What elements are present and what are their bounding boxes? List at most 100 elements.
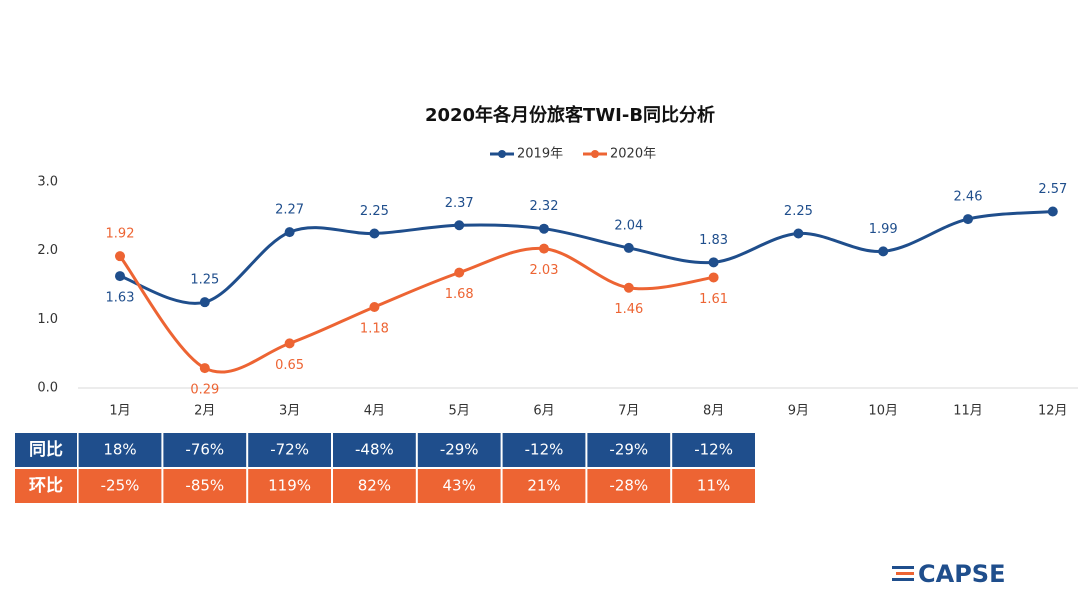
x-tick-label: 4月 bbox=[364, 404, 385, 419]
point bbox=[1047, 206, 1058, 217]
x-tick-label: 3月 bbox=[279, 404, 300, 419]
data-label: 1.99 bbox=[869, 222, 898, 237]
legend-label: 2020年 bbox=[610, 147, 656, 162]
point bbox=[708, 272, 719, 283]
cell-text: 119% bbox=[268, 477, 311, 495]
row-header bbox=[15, 433, 77, 467]
x-tick-label: 11月 bbox=[953, 404, 983, 419]
point bbox=[963, 214, 973, 225]
table-cell bbox=[78, 469, 162, 503]
point bbox=[539, 243, 549, 254]
data-label: 2.46 bbox=[954, 190, 983, 205]
x-tick-label: 7月 bbox=[618, 404, 639, 419]
legend-label: 2019年 bbox=[517, 147, 563, 162]
row-header bbox=[15, 469, 77, 503]
point bbox=[199, 297, 210, 308]
cell-text: -29% bbox=[609, 441, 648, 459]
data-label: 0.65 bbox=[275, 358, 304, 373]
cell-text: -29% bbox=[440, 441, 479, 459]
cell-text: -12% bbox=[694, 441, 733, 459]
cell-text: -28% bbox=[609, 477, 648, 495]
cell-text: 82% bbox=[358, 477, 391, 495]
point bbox=[284, 338, 295, 349]
logo-stripe bbox=[892, 578, 914, 581]
cell-text: -72% bbox=[270, 441, 309, 459]
series-line bbox=[119, 210, 1053, 305]
table-cell bbox=[417, 433, 501, 467]
point bbox=[539, 223, 549, 234]
y-tick-label: 1.0 bbox=[37, 312, 58, 327]
cell-text: 11% bbox=[697, 477, 730, 495]
x-tick-label: 9月 bbox=[788, 404, 809, 419]
data-label: 2.27 bbox=[275, 203, 304, 218]
table-cell bbox=[78, 433, 162, 467]
table-cell bbox=[587, 469, 671, 503]
table-cell bbox=[163, 469, 247, 503]
legend-marker bbox=[498, 150, 506, 158]
x-tick-label: 10月 bbox=[868, 404, 898, 419]
x-tick-label: 6月 bbox=[533, 404, 554, 419]
y-tick-label: 0.0 bbox=[37, 381, 58, 396]
legend-marker bbox=[591, 150, 599, 158]
point bbox=[199, 363, 210, 374]
x-tick-label: 1月 bbox=[109, 404, 130, 419]
table-cell bbox=[672, 469, 755, 503]
data-label: 1.63 bbox=[106, 291, 135, 306]
x-tick-label: 2月 bbox=[194, 404, 215, 419]
data-label: 2.32 bbox=[530, 199, 559, 214]
data-label: 1.68 bbox=[445, 287, 474, 302]
data-label: 2.03 bbox=[530, 263, 559, 278]
table-cell bbox=[333, 469, 416, 503]
cell-text: 43% bbox=[443, 477, 476, 495]
cell-text: -48% bbox=[355, 441, 394, 459]
table-cell bbox=[502, 433, 586, 467]
point bbox=[284, 227, 295, 238]
cell-text: -85% bbox=[185, 477, 224, 495]
table-cell bbox=[248, 433, 331, 467]
x-tick-label: 5月 bbox=[449, 404, 470, 419]
point bbox=[454, 220, 465, 231]
data-label: 2.25 bbox=[360, 204, 389, 219]
point bbox=[115, 271, 125, 282]
table-cell bbox=[417, 469, 501, 503]
point bbox=[369, 228, 380, 239]
row-label: 同比 bbox=[29, 439, 63, 460]
table-cell bbox=[333, 433, 416, 467]
data-label: 2.57 bbox=[1038, 182, 1067, 197]
table-cell bbox=[163, 433, 247, 467]
point bbox=[115, 251, 125, 262]
y-tick-label: 2.0 bbox=[37, 243, 58, 258]
data-label: 2.37 bbox=[445, 196, 474, 211]
logo-stripe bbox=[892, 566, 914, 569]
data-label: 1.83 bbox=[699, 233, 728, 248]
table-cell bbox=[672, 433, 755, 467]
logo-stripe bbox=[896, 572, 914, 575]
point bbox=[623, 242, 634, 253]
point bbox=[878, 246, 889, 257]
data-label: 0.29 bbox=[190, 383, 219, 398]
row-label: 环比 bbox=[29, 475, 63, 496]
logo: CAPSE bbox=[892, 560, 1005, 588]
data-label: 1.46 bbox=[614, 302, 643, 317]
point bbox=[454, 267, 465, 278]
cell-text: 18% bbox=[103, 441, 136, 459]
table-cell bbox=[502, 469, 586, 503]
table-cell bbox=[587, 433, 671, 467]
cell-text: -12% bbox=[525, 441, 564, 459]
table-cell bbox=[248, 469, 331, 503]
data-label: 2.04 bbox=[614, 218, 643, 233]
chart-title: 2020年各月份旅客TWI-B同比分析 bbox=[425, 104, 715, 126]
data-label: 2.25 bbox=[784, 204, 813, 219]
data-label: 1.18 bbox=[360, 321, 389, 336]
cell-text: -76% bbox=[185, 441, 224, 459]
point bbox=[708, 257, 719, 268]
point bbox=[369, 301, 380, 312]
y-tick-label: 3.0 bbox=[37, 175, 58, 190]
point bbox=[623, 282, 634, 293]
x-tick-label: 8月 bbox=[703, 404, 724, 419]
cell-text: 21% bbox=[527, 477, 560, 495]
logo-text: CAPSE bbox=[918, 560, 1005, 588]
data-label: 1.25 bbox=[190, 273, 219, 288]
cell-text: -25% bbox=[101, 477, 140, 495]
